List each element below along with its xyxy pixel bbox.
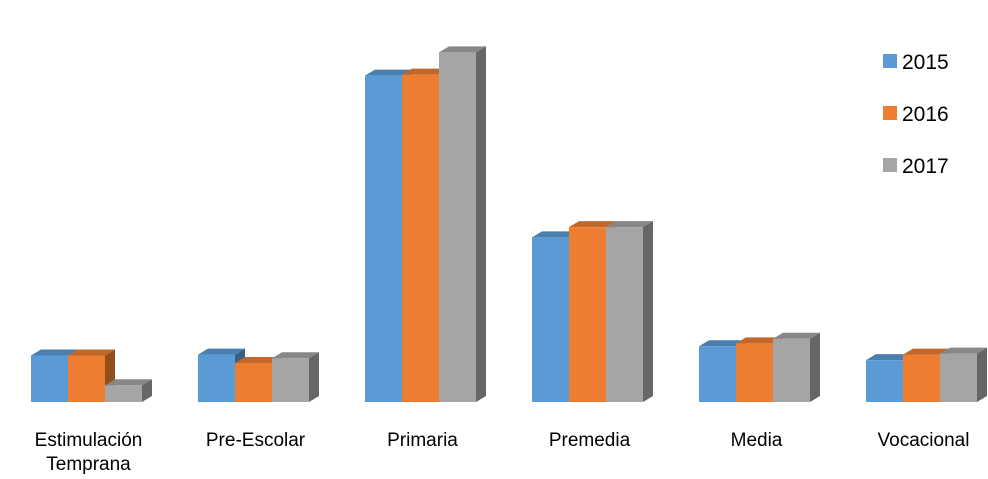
legend: 2015 2016 2017 [883, 51, 949, 178]
category-label-vocacional: Vocacional [878, 430, 970, 451]
bar-pre-escolar-2017 [272, 352, 319, 402]
category-label-media: Media [731, 430, 783, 451]
category-label-pre-escolar: Pre-Escolar [206, 430, 306, 451]
bar-vocacional-2017 [940, 347, 987, 402]
category-label-premedia: Premedia [549, 430, 631, 451]
legend-item-2016: 2016 [883, 103, 949, 126]
legend-label: 2015 [902, 51, 949, 74]
category-label-primaria: Primaria [387, 430, 458, 451]
bar-estimulacion-temprana-2016 [68, 349, 115, 402]
legend-swatch [883, 158, 897, 172]
bar-media-2017 [773, 332, 820, 402]
bar-group [31, 46, 987, 402]
legend-label: 2016 [902, 103, 949, 126]
bar-premedia-2017 [606, 221, 653, 402]
category-labels: Estimulación Temprana Pre-Escolar Primaria P… [35, 430, 970, 475]
legend-swatch [883, 106, 897, 120]
category-label-estimulacion-temprana: Estimulación Temprana [35, 430, 143, 475]
bar-estimulacion-temprana-2017 [105, 379, 152, 402]
legend-item-2015: 2015 [883, 51, 949, 74]
bar-primaria-2017 [439, 46, 486, 402]
legend-label: 2017 [902, 155, 949, 178]
legend-item-2017: 2017 [883, 155, 949, 178]
legend-swatch [883, 54, 897, 68]
bar-vocacional-2015 [866, 354, 913, 402]
